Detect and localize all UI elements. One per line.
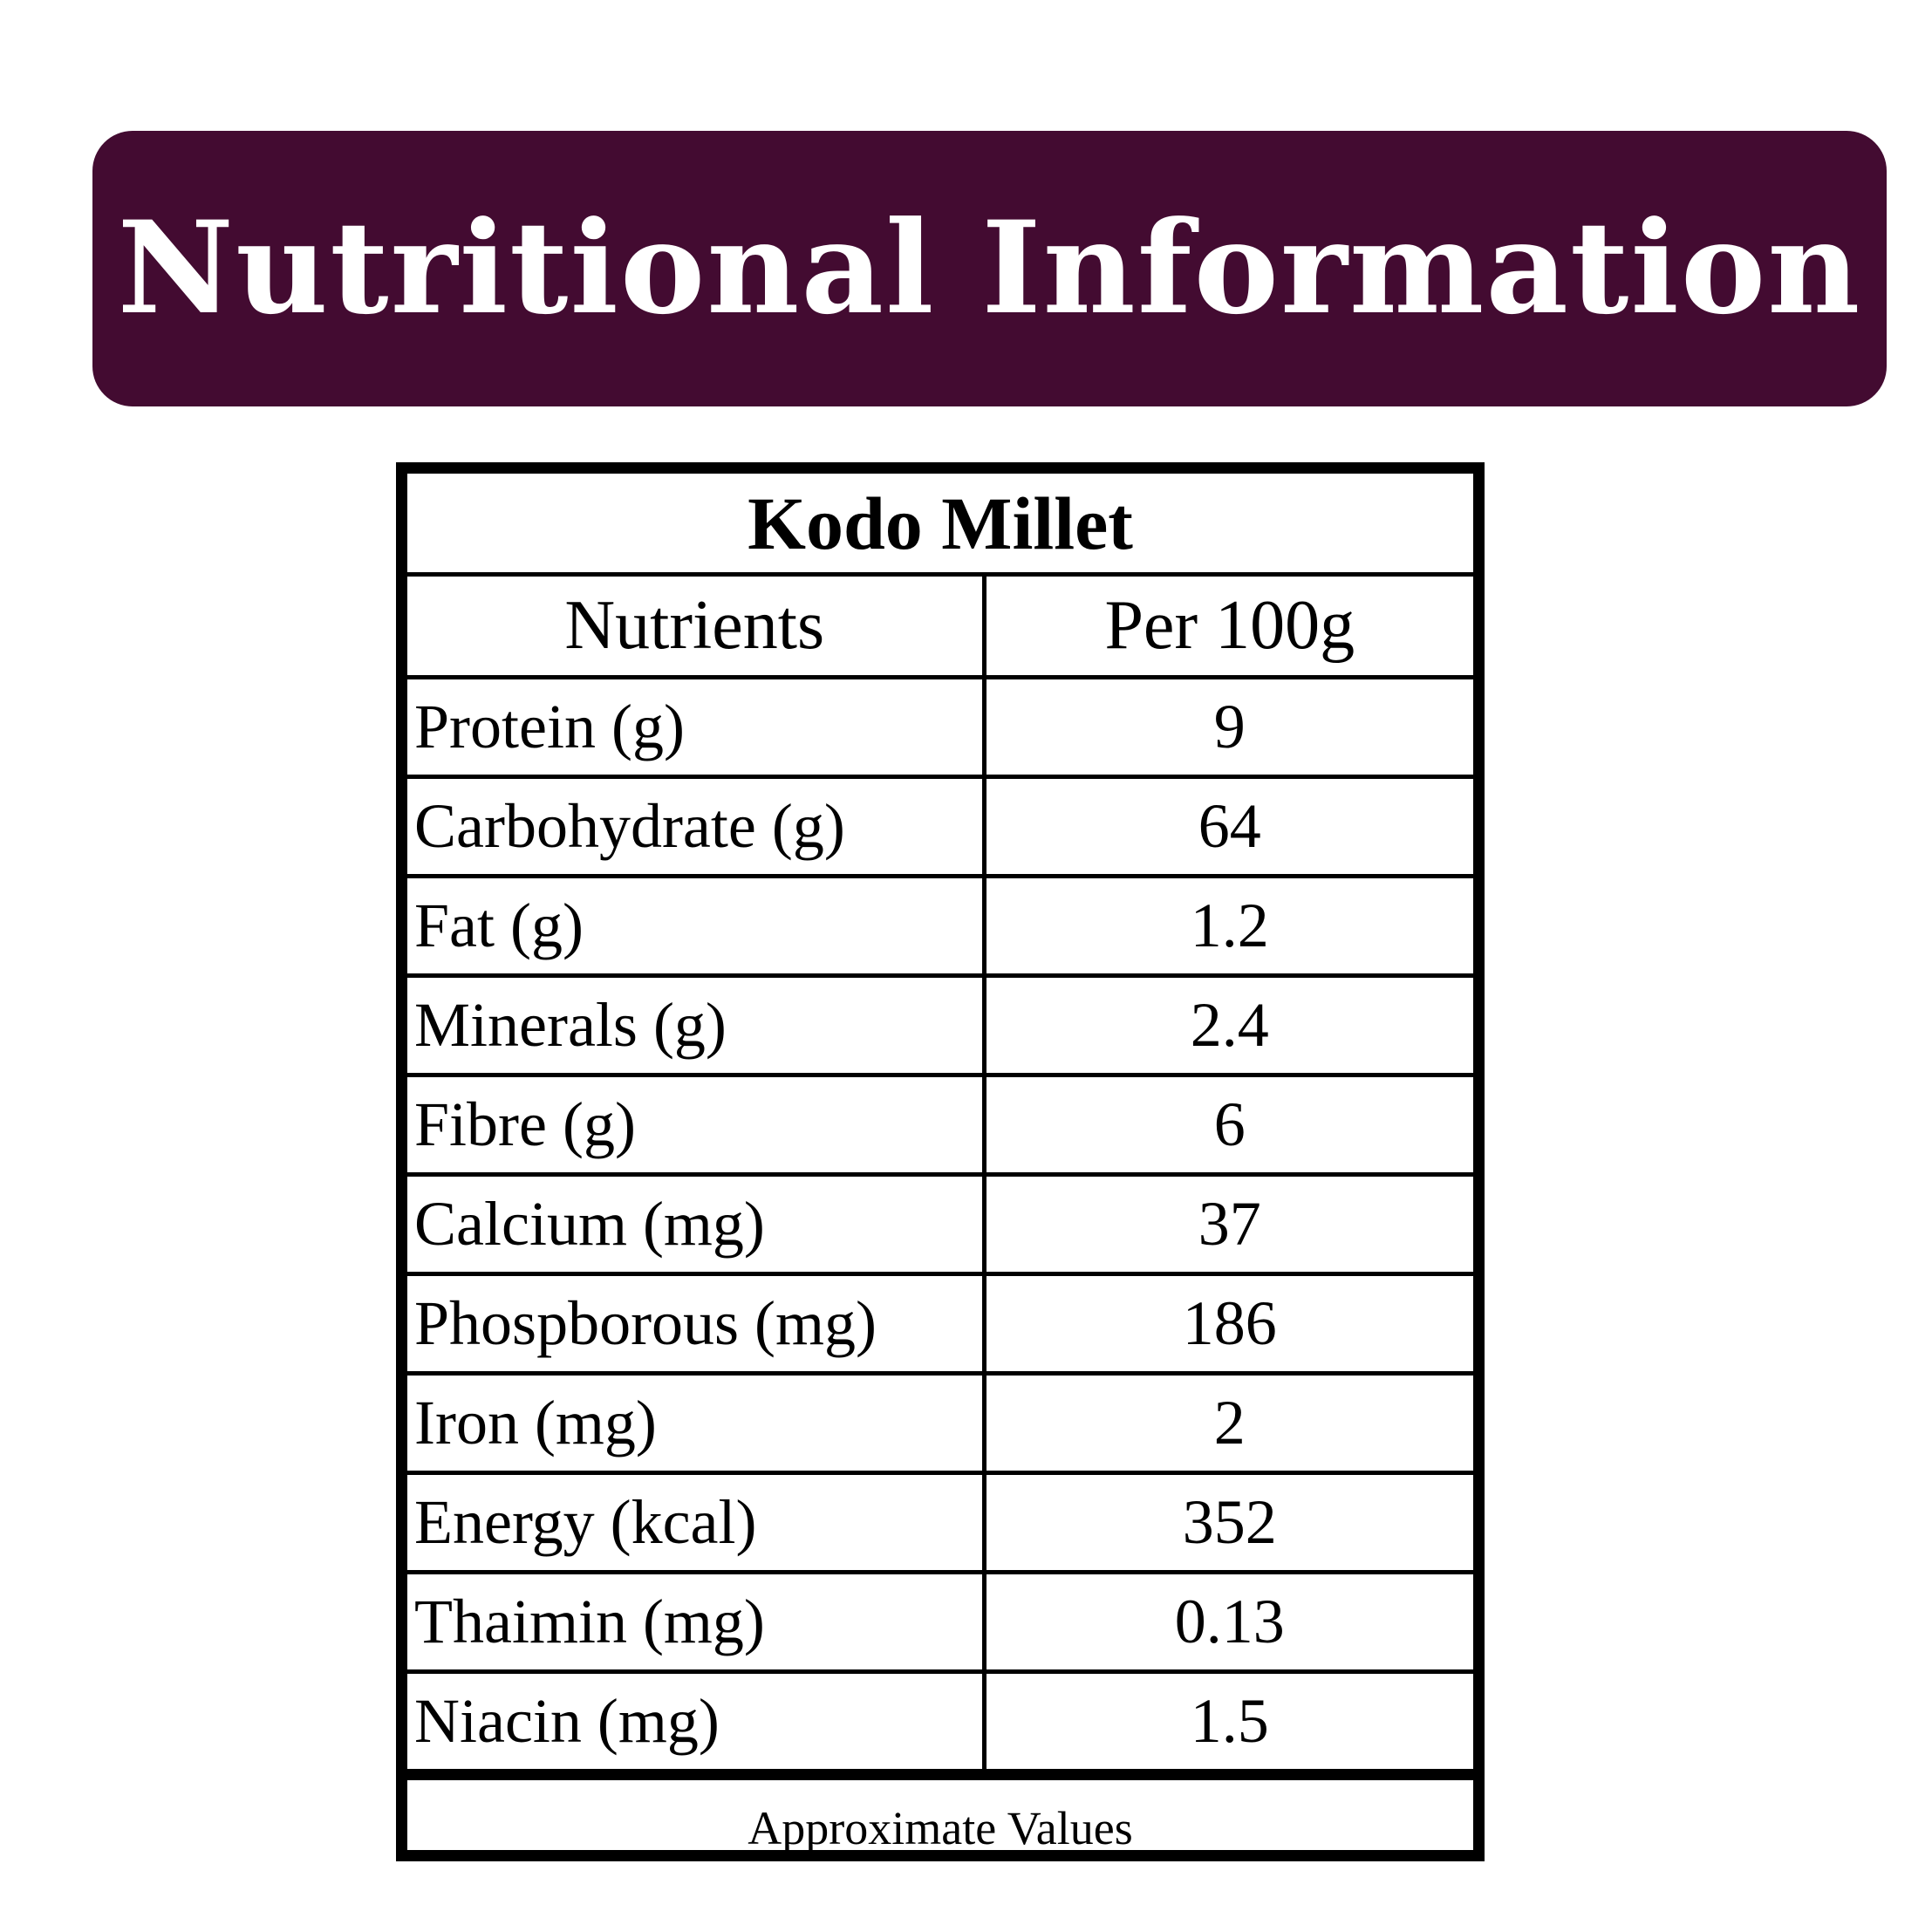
nutrient-name: Minerals (g) [407,973,986,1077]
nutrition-table-frame: Kodo Millet Nutrients Per 100g Protein (… [396,462,1485,1876]
table-row: Fibre (g) 6 [407,1073,1474,1177]
nutrient-value: 64 [981,775,1474,878]
table-row: Iron (mg) 2 [407,1371,1474,1475]
table-row: Phospborous (mg) 186 [407,1272,1474,1376]
nutrient-name: Niacin (mg) [407,1669,986,1780]
table-row: Calcium (mg) 37 [407,1172,1474,1276]
nutrient-value: 9 [981,675,1474,779]
page-title: Nutritional Information [117,194,1862,343]
table-row: Protein (g) 9 [407,675,1474,779]
nutrient-name: Protein (g) [407,675,986,779]
nutrient-name: Iron (mg) [407,1371,986,1475]
nutrient-value: 37 [981,1172,1474,1276]
nutrient-name: Fibre (g) [407,1073,986,1177]
nutrient-name: Energy (kcal) [407,1471,986,1574]
nutrient-value: 6 [981,1073,1474,1177]
table-footer-row: Approximate Values [407,1772,1474,1876]
nutrient-value: 186 [981,1272,1474,1376]
table-header-row: Nutrients Per 100g [407,572,1474,679]
nutrient-value: 1.2 [981,874,1474,978]
nutrient-value: 1.5 [981,1669,1474,1780]
table-row: Thaimin (mg) 0.13 [407,1570,1474,1674]
table-row: Energy (kcal) 352 [407,1471,1474,1574]
nutrient-value: 352 [981,1471,1474,1574]
title-banner: Nutritional Information [92,131,1887,406]
column-header-nutrients: Nutrients [407,572,986,679]
table-row: Niacin (mg) 1.5 [407,1669,1474,1780]
nutrient-name: Thaimin (mg) [407,1570,986,1674]
nutrient-value: 2.4 [981,973,1474,1077]
table-row: Carbohydrate (g) 64 [407,775,1474,878]
nutrient-value: 2 [981,1371,1474,1475]
table-caption-row: Kodo Millet [407,474,1474,577]
nutrition-table: Kodo Millet Nutrients Per 100g Protein (… [407,474,1474,1876]
column-header-per-100g: Per 100g [981,572,1474,679]
table-row: Fat (g) 1.2 [407,874,1474,978]
nutrient-value: 0.13 [981,1570,1474,1674]
nutrient-name: Calcium (mg) [407,1172,986,1276]
nutrient-name: Fat (g) [407,874,986,978]
table-caption: Kodo Millet [407,474,1474,577]
nutrient-name: Carbohydrate (g) [407,775,986,878]
nutrient-name: Phospborous (mg) [407,1272,986,1376]
table-footnote: Approximate Values [407,1772,1474,1876]
table-row: Minerals (g) 2.4 [407,973,1474,1077]
